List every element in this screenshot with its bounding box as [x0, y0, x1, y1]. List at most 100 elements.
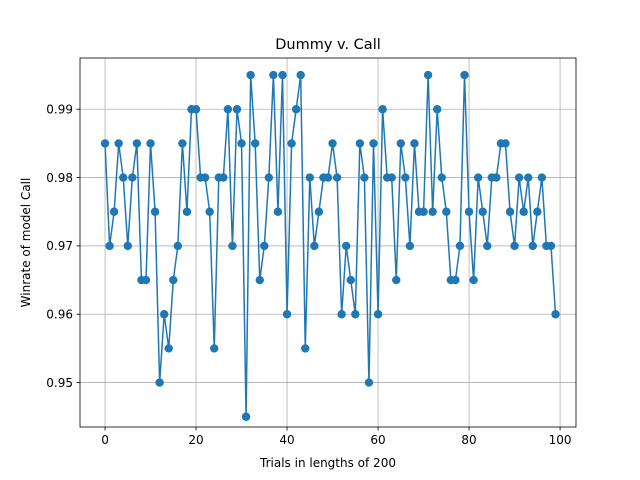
data-point: [205, 207, 214, 216]
data-point: [355, 139, 365, 148]
data-point: [232, 105, 242, 114]
data-point: [460, 70, 469, 80]
data-point: [278, 70, 287, 80]
data-point: [178, 139, 187, 148]
data-point: [301, 344, 310, 353]
data-point: [337, 310, 346, 319]
data-point: [296, 70, 305, 80]
data-point: [410, 139, 419, 148]
data-point: [264, 173, 274, 182]
data-point: [241, 412, 251, 421]
data-point: [519, 207, 528, 216]
data-point: [273, 207, 283, 216]
data-point: [132, 139, 142, 148]
data-point: [360, 173, 369, 182]
data-point: [492, 173, 501, 182]
data-point: [328, 139, 337, 148]
x-tick-label: 0: [101, 433, 109, 447]
y-tick-label: 0.96: [46, 308, 73, 322]
data-point: [210, 344, 219, 353]
data-point: [455, 241, 465, 251]
data-point: [109, 207, 119, 216]
data-point: [392, 275, 401, 285]
data-point: [505, 207, 515, 216]
data-point: [100, 139, 110, 148]
data-point: [524, 173, 533, 182]
data-point: [128, 173, 137, 182]
x-tick-label: 80: [461, 433, 476, 447]
data-point: [159, 310, 169, 319]
axes-frame: [79, 57, 577, 428]
y-tick-label: 0.99: [46, 103, 73, 117]
data-point: [237, 139, 246, 148]
data-point: [396, 139, 406, 148]
data-point: [119, 173, 128, 182]
data-point: [401, 173, 410, 182]
data-point: [433, 105, 442, 114]
data-point: [378, 105, 387, 114]
data-point: [255, 275, 264, 285]
data-point: [219, 173, 228, 182]
data-point: [342, 241, 351, 251]
data-point: [528, 241, 537, 251]
data-point: [405, 241, 415, 251]
data-point: [551, 310, 560, 319]
data-point: [332, 173, 342, 182]
data-point: [373, 310, 383, 319]
data-point: [228, 241, 237, 251]
data-point: [169, 275, 178, 285]
data-point: [155, 378, 164, 387]
data-point: [260, 241, 269, 251]
data-point: [200, 173, 210, 182]
data-point: [501, 139, 510, 148]
data-point: [246, 70, 255, 80]
data-point: [105, 241, 114, 251]
x-axis-label: Trials in lengths of 200: [259, 456, 396, 470]
y-tick-label: 0.97: [46, 239, 73, 253]
data-point: [387, 173, 396, 182]
data-point: [469, 275, 478, 285]
data-point: [287, 139, 296, 148]
y-tick-label: 0.95: [46, 376, 73, 390]
data-point: [182, 207, 192, 216]
x-tick-label: 40: [279, 433, 294, 447]
data-point: [314, 207, 324, 216]
data-point: [150, 207, 160, 216]
data-point: [323, 173, 333, 182]
ticks: 0 20 40 60 80 100 0.95 0.96 0.97 0.98 0.99: [46, 103, 571, 447]
data-point: [351, 310, 360, 319]
data-point: [269, 70, 278, 80]
data-point: [473, 173, 483, 182]
data-point: [533, 207, 542, 216]
series-line: [104, 74, 557, 418]
data-point: [141, 275, 151, 285]
data-point: [346, 275, 355, 285]
data-point: [310, 241, 319, 251]
data-point: [442, 207, 451, 216]
x-tick-label: 100: [549, 433, 572, 447]
data-point: [114, 139, 123, 148]
chart-title: Dummy v. Call: [275, 37, 381, 53]
data-point: [164, 344, 173, 353]
data-point: [223, 105, 233, 114]
data-point: [305, 173, 314, 182]
data-point: [546, 241, 556, 251]
data-point: [464, 207, 474, 216]
data-point: [123, 241, 132, 251]
data-point: [537, 173, 547, 182]
data-point: [291, 105, 301, 114]
data-point: [146, 139, 155, 148]
data-point: [423, 70, 433, 80]
data-point: [510, 241, 519, 251]
x-tick-label: 60: [370, 433, 385, 447]
data-point: [282, 310, 292, 319]
data-point: [514, 173, 524, 182]
data-point: [369, 139, 378, 148]
data-point: [419, 207, 428, 216]
x-tick-label: 20: [188, 433, 203, 447]
data-point: [191, 105, 201, 114]
data-point: [437, 173, 446, 182]
data-point: [428, 207, 437, 216]
